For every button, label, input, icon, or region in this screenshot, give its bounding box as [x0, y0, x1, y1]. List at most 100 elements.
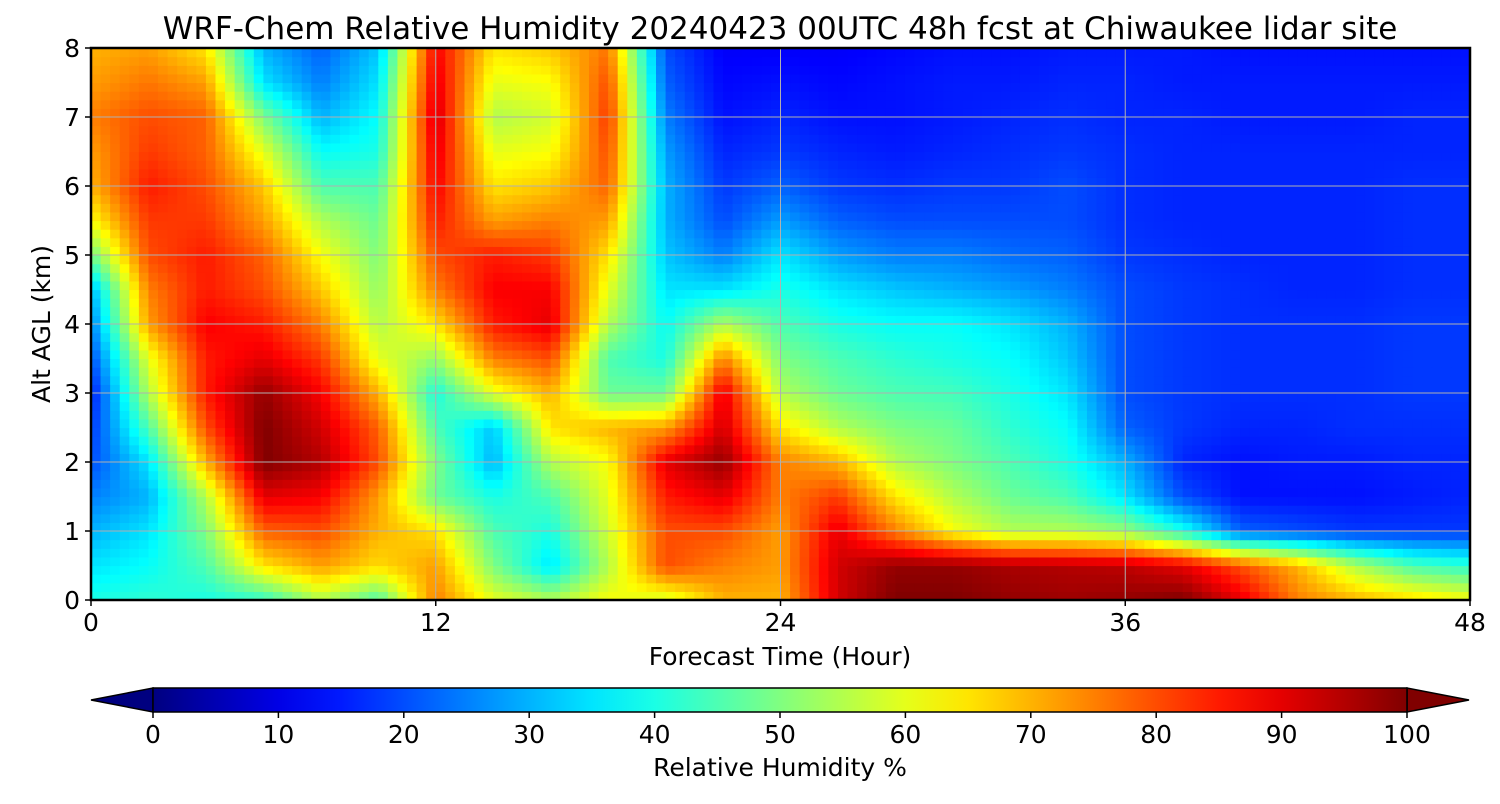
heat-cell	[665, 306, 676, 316]
heat-cell	[981, 324, 992, 334]
heat-cell	[1402, 565, 1414, 575]
heat-cell	[1240, 427, 1251, 437]
heat-cell	[1422, 513, 1433, 523]
heat-cell	[215, 539, 226, 549]
heat-cell	[972, 315, 983, 325]
heat-cell	[1297, 306, 1308, 316]
heat-cell	[1144, 539, 1155, 549]
heat-cell	[972, 522, 983, 532]
heat-cell	[1230, 444, 1241, 454]
heat-cell	[1134, 444, 1146, 454]
heat-cell	[1297, 393, 1308, 403]
heat-cell	[407, 393, 418, 403]
heat-cell	[253, 522, 264, 532]
heat-cell	[895, 591, 906, 600]
heat-cell	[646, 522, 657, 532]
heat-cell	[1201, 539, 1213, 549]
heat-cell	[1039, 462, 1050, 472]
heat-cell	[349, 375, 360, 385]
heat-cell	[1039, 591, 1050, 600]
heat-cell	[1211, 496, 1222, 506]
heat-cell	[885, 513, 897, 523]
heat-cell	[1393, 324, 1404, 334]
heat-cell	[1153, 332, 1165, 342]
heat-cell	[1460, 565, 1470, 575]
heat-cell	[694, 548, 705, 558]
heat-cell	[1364, 349, 1375, 360]
heat-cell	[866, 462, 877, 472]
heat-cell	[933, 384, 944, 394]
heat-cell	[368, 436, 379, 446]
heat-cell	[368, 427, 379, 437]
heat-cell	[1153, 453, 1165, 463]
heat-cell	[617, 444, 628, 454]
heat-cell	[550, 358, 561, 368]
heat-cell	[445, 427, 456, 437]
heat-cell	[904, 384, 916, 394]
heat-cell	[521, 591, 533, 600]
heat-cell	[933, 539, 944, 549]
heat-cell	[837, 332, 849, 342]
heat-cell	[1393, 358, 1404, 368]
heat-cell	[292, 410, 303, 420]
heat-cell	[234, 384, 245, 394]
heat-cell	[110, 582, 121, 592]
heat-cell	[330, 401, 341, 411]
heat-cell	[1173, 531, 1184, 541]
heat-cell	[818, 306, 829, 316]
heat-cell	[972, 444, 983, 454]
heat-cell	[272, 479, 284, 489]
heat-cell	[675, 556, 686, 567]
heat-cell	[454, 591, 466, 600]
heat-cell	[1086, 453, 1098, 463]
heat-cell	[1173, 306, 1184, 316]
heat-cell	[1096, 436, 1107, 446]
heat-cell	[1077, 315, 1088, 325]
heat-cell	[636, 349, 648, 360]
heat-cell	[416, 306, 427, 316]
heat-cell	[1460, 410, 1470, 420]
heat-cell	[1383, 453, 1394, 463]
heat-cell	[1431, 470, 1442, 480]
heat-cell	[876, 410, 887, 420]
heat-cell	[809, 427, 820, 437]
heat-cell	[665, 479, 676, 489]
heat-cell	[378, 384, 389, 394]
heat-cell	[148, 539, 159, 549]
heat-cell	[1240, 539, 1251, 549]
heat-cell	[713, 427, 724, 437]
heat-cell	[100, 393, 111, 403]
heat-cell	[292, 462, 303, 472]
heat-cell	[512, 436, 523, 446]
heat-cell	[445, 401, 456, 411]
heat-cell	[1000, 315, 1011, 325]
heat-cell	[502, 479, 513, 489]
heat-cell	[646, 332, 657, 342]
heat-cell	[378, 298, 389, 308]
heat-cell	[196, 418, 207, 429]
heat-cell	[723, 367, 734, 377]
heat-cell	[1201, 496, 1213, 506]
heat-cell	[138, 367, 150, 377]
heat-cell	[991, 462, 1002, 472]
heat-cell	[330, 410, 341, 420]
heat-cell	[904, 531, 916, 541]
heat-cell	[761, 591, 772, 600]
heat-cell	[1240, 436, 1251, 446]
heat-cell	[981, 349, 992, 360]
heat-cell	[205, 384, 217, 394]
heat-cell	[646, 401, 657, 411]
heat-cell	[761, 393, 772, 403]
heat-cell	[311, 324, 322, 334]
heat-cell	[1067, 306, 1078, 316]
heat-cell	[1000, 393, 1011, 403]
heat-cell	[1240, 349, 1251, 360]
heat-cell	[1115, 384, 1126, 394]
heat-cell	[1297, 436, 1308, 446]
heat-cell	[1144, 358, 1155, 368]
heat-cell	[684, 427, 695, 437]
heat-cell	[703, 582, 715, 592]
heat-cell	[1058, 358, 1069, 368]
heat-cell	[1192, 453, 1203, 463]
heat-cell	[1402, 496, 1414, 506]
